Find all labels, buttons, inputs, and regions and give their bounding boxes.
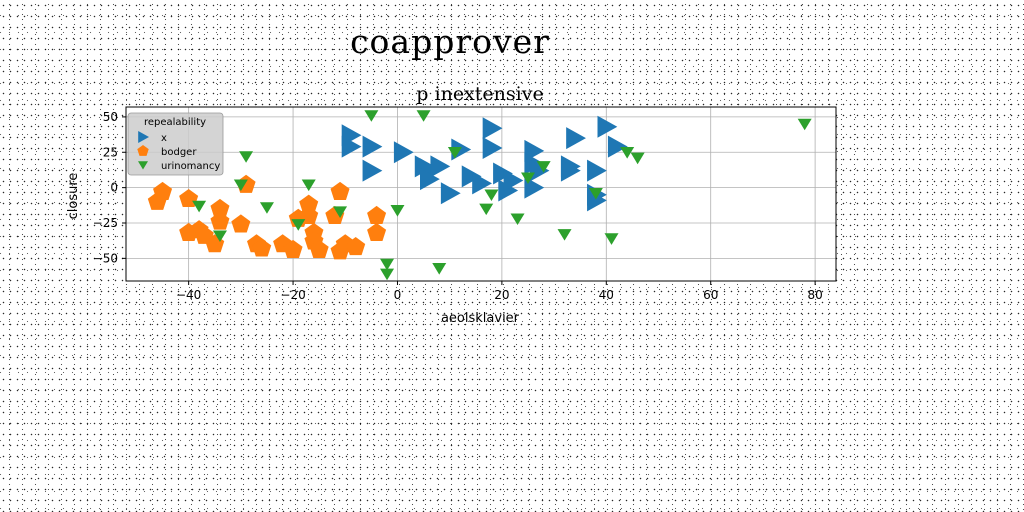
data-point-x [419, 168, 440, 191]
data-point-urinomancy [259, 202, 274, 214]
y-axis-label: closure [66, 173, 81, 220]
data-point-x [362, 159, 383, 182]
y-tick-label: −50 [93, 251, 118, 265]
legend-title: repealability [144, 117, 206, 128]
data-point-urinomancy [192, 200, 207, 213]
legend-label-bodger: bodger [161, 147, 197, 158]
data-point-bodger [153, 181, 173, 200]
data-point-x [440, 182, 461, 205]
data-point-urinomancy [212, 230, 227, 243]
data-point-urinomancy [520, 172, 535, 185]
data-point-x [503, 169, 524, 192]
data-point-bodger [330, 181, 350, 200]
series-x [341, 115, 628, 212]
data-point-urinomancy [797, 118, 812, 131]
data-point-x [607, 135, 628, 158]
data-point-bodger [346, 237, 366, 256]
data-point-x [493, 162, 513, 185]
data-point-x [482, 117, 503, 140]
data-point-x [482, 137, 503, 160]
data-point-urinomancy [416, 110, 431, 122]
chart-title: p inextensive [416, 83, 543, 105]
legend-label-x: x [161, 133, 167, 144]
legend-marker-bodger [137, 145, 149, 156]
data-point-x [524, 176, 545, 199]
data-point-urinomancy [233, 179, 248, 192]
data-point-bodger [210, 211, 230, 230]
data-point-urinomancy [479, 203, 494, 216]
plot-frame [125, 106, 837, 282]
x-tick-label: −40 [176, 288, 201, 302]
data-point-x [393, 141, 414, 164]
data-point-urinomancy [364, 110, 379, 122]
y-tick-label: 25 [103, 145, 118, 159]
legend-box [127, 112, 224, 176]
data-point-x [560, 159, 581, 182]
data-point-urinomancy [380, 268, 395, 281]
data-point-x [430, 155, 451, 178]
data-point-urinomancy [301, 179, 316, 192]
data-point-urinomancy [588, 188, 603, 200]
data-point-x [341, 135, 362, 158]
y-tick-label: −25 [93, 216, 118, 230]
data-point-urinomancy [333, 206, 348, 218]
x-tick-label: −20 [280, 288, 305, 302]
x-tick-label: 60 [703, 288, 718, 302]
x-tick-label: 0 [394, 288, 402, 302]
data-point-urinomancy [604, 233, 619, 245]
data-point-urinomancy [380, 258, 395, 271]
data-point-x [587, 159, 607, 182]
y-tick-label: 50 [103, 110, 118, 124]
x-tick-label: 40 [599, 288, 614, 302]
data-point-bodger [309, 239, 329, 258]
x-tick-label: 80 [807, 288, 822, 302]
data-point-urinomancy [510, 213, 525, 226]
data-point-x [566, 127, 586, 150]
data-point-bodger [367, 205, 387, 225]
data-point-bodger [210, 198, 230, 217]
data-point-urinomancy [390, 205, 405, 217]
data-point-bodger [367, 222, 387, 241]
data-point-urinomancy [291, 219, 306, 231]
data-points [147, 110, 812, 281]
data-point-urinomancy [557, 229, 572, 241]
data-point-x [461, 165, 482, 188]
x-axis-label: aeolsklavier [441, 311, 520, 326]
data-point-x [597, 115, 618, 138]
data-point-urinomancy [447, 147, 462, 159]
data-point-x [587, 189, 607, 212]
legend-marker-x [138, 131, 149, 143]
data-point-bodger [299, 194, 319, 213]
data-point-urinomancy [620, 147, 635, 159]
data-point-urinomancy [630, 152, 645, 165]
series-urinomancy [192, 110, 812, 281]
x-tick-label: 20 [494, 288, 509, 302]
data-point-x [529, 159, 550, 182]
plot-area [126, 107, 836, 281]
legend: repealability x bodger urinomancy [127, 112, 224, 176]
data-point-urinomancy [432, 263, 447, 275]
data-point-x [472, 172, 492, 195]
y-tick-label: 0 [110, 181, 118, 195]
axis-ticks: −40 −20 0 20 40 60 80 50 25 0 −25 −50 [93, 110, 823, 302]
legend-label-urinomancy: urinomancy [161, 161, 220, 172]
data-point-urinomancy [239, 151, 254, 163]
data-point-bodger [231, 214, 251, 233]
data-point-urinomancy [484, 189, 499, 202]
data-point-bodger [252, 238, 272, 257]
data-point-x [498, 179, 519, 202]
legend-marker-urinomancy [138, 161, 148, 170]
data-point-urinomancy [536, 161, 551, 173]
data-point-bodger [283, 239, 303, 258]
data-point-x [362, 135, 383, 158]
figure-suptitle: coapprover [350, 22, 550, 61]
